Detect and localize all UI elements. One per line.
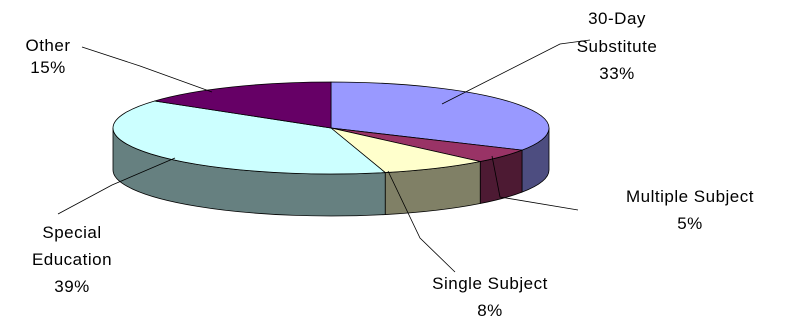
slice-percent-special-education: 39% [54, 277, 90, 296]
slice-label-30-day-substitute: 30-Day [588, 9, 646, 28]
slice-label-multiple-subject: Multiple Subject [626, 187, 754, 206]
leader-line-single-subject [387, 170, 456, 273]
slice-label-30-day-substitute: Substitute [577, 37, 658, 56]
slice-label-special-education: Education [32, 250, 112, 269]
leader-lines [57, 39, 591, 273]
pie-slice-single-subject [330, 127, 481, 173]
slice-percent-30-day-substitute: 33% [599, 64, 635, 83]
slice-percent-other: 15% [30, 58, 66, 77]
slice-percent-single-subject: 8% [477, 301, 503, 320]
leader-line-multiple-subject [491, 155, 579, 211]
slice-label-special-education: Special [42, 223, 101, 242]
pie-tops [112, 81, 550, 175]
slice-labels: 30-Day Substitute 33% Multiple Subject 5% Sin… [25, 9, 754, 320]
slice-percent-multiple-subject: 5% [677, 214, 703, 233]
pie-sides [112, 127, 550, 217]
pie-slice-special-education [112, 100, 386, 175]
leader-line-other [81, 46, 213, 93]
slice-label-other: Other [25, 36, 70, 55]
pie-slice-30-day-substitute [330, 81, 550, 151]
slice-label-single-subject: Single Subject [432, 274, 548, 293]
leader-line-special-education [57, 157, 176, 215]
leader-line-30-day-substitute [441, 39, 591, 105]
pie-slice-other [154, 81, 332, 129]
